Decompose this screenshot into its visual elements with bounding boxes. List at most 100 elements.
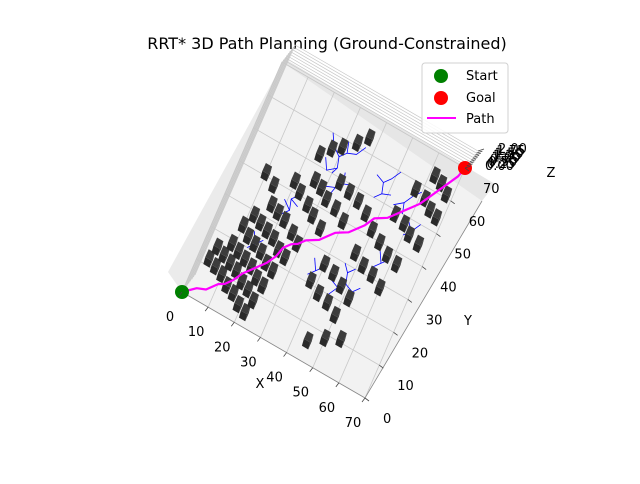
x-tick-label: 40	[266, 371, 283, 386]
obstacle-side	[314, 226, 323, 238]
obstacle-side	[356, 247, 362, 262]
x-tick-mark	[178, 291, 183, 297]
obstacle-side	[341, 280, 348, 295]
obstacle-side	[320, 222, 327, 238]
obstacle-top	[263, 221, 274, 233]
obstacle-side	[398, 222, 407, 233]
obstacle-side	[327, 193, 333, 209]
obstacle-side	[403, 233, 412, 244]
obstacle-top	[270, 175, 280, 188]
obstacle-top	[376, 232, 386, 245]
obstacle-side	[221, 283, 230, 295]
obstacle-side	[268, 183, 277, 195]
z-tick-label: 0.25	[487, 157, 516, 172]
y-tick-mark	[407, 299, 413, 303]
x-tick-mark	[230, 322, 235, 327]
legend-goal-label: Goal	[466, 91, 496, 106]
obstacle-top	[234, 241, 245, 254]
grid-line-z	[193, 46, 477, 278]
obstacle-side	[366, 228, 375, 239]
z-tick-label: 2.00	[498, 142, 527, 157]
obstacle-side	[436, 211, 443, 227]
obstacle-side	[343, 190, 352, 201]
obstacle-side	[321, 300, 330, 312]
obstacle-top	[228, 233, 239, 246]
y-tick-mark	[393, 331, 398, 336]
obstacle-side	[263, 279, 269, 295]
obstacle-side	[326, 147, 335, 158]
obstacle-side	[224, 249, 230, 264]
x-tick-mark	[335, 382, 340, 388]
obstacle-side	[380, 281, 386, 297]
obstacle-side	[266, 269, 276, 280]
obstacle-top	[309, 206, 319, 218]
obstacle-top	[316, 219, 327, 231]
obstacle-top	[336, 173, 347, 185]
obstacle-side	[289, 179, 298, 190]
obstacle-side	[337, 145, 346, 156]
z-tick-mark	[477, 148, 485, 152]
tree-branch	[290, 198, 298, 208]
obstacles	[203, 128, 453, 350]
obstacle-side	[320, 148, 326, 164]
obstacle-top	[252, 268, 263, 280]
obstacle-top	[259, 276, 269, 288]
x-axis-label: X	[256, 377, 265, 392]
obstacle-top	[368, 220, 379, 232]
obstacle-side	[266, 202, 275, 214]
obstacle-side	[217, 241, 224, 256]
obstacle-side	[232, 237, 239, 253]
grid-line-x	[286, 122, 387, 353]
obstacle-top	[256, 213, 267, 225]
obstacle-side	[374, 240, 383, 252]
z-tick-label: 0.75	[490, 153, 519, 168]
obstacle-top	[432, 208, 443, 220]
tree-branch	[326, 185, 336, 188]
obstacle-top	[251, 234, 261, 246]
obstacle-side	[249, 242, 258, 253]
obstacle-side	[260, 170, 269, 182]
obstacle-side	[235, 280, 245, 291]
obstacle-side	[245, 253, 251, 268]
obstacle-side	[211, 245, 220, 256]
grid-line-z	[188, 53, 472, 284]
obstacle-top	[322, 189, 333, 202]
obstacle-side	[328, 296, 334, 312]
obstacle-top	[331, 199, 342, 211]
obstacle-side	[410, 187, 419, 199]
grid-line-z	[184, 57, 469, 288]
legend-path-label: Path	[466, 112, 495, 127]
x-tick-label: 0	[166, 310, 174, 325]
obstacle-side	[266, 166, 273, 182]
y-tick-label: 20	[412, 346, 429, 361]
obstacle-side	[216, 272, 225, 284]
tree-branch	[284, 199, 290, 211]
obstacle-top	[359, 256, 370, 268]
obstacle-top	[296, 182, 307, 195]
y-tick-mark	[421, 266, 427, 270]
x-tick-mark	[204, 306, 209, 312]
obstacle-side	[322, 182, 328, 198]
obstacle-side	[279, 255, 288, 267]
obstacle-side	[357, 264, 366, 275]
obstacle-side	[329, 206, 339, 218]
obstacle-side	[363, 259, 370, 275]
obstacle-side	[227, 279, 233, 295]
obstacle-top	[392, 254, 403, 267]
obstacle-top	[213, 237, 224, 249]
obstacle-top	[281, 247, 291, 260]
obstacle-side	[396, 258, 403, 274]
tree-branch	[379, 250, 382, 264]
obstacle-side	[409, 228, 416, 244]
obstacle-side	[387, 249, 394, 264]
obstacle-side	[335, 309, 341, 325]
obstacle-side	[315, 174, 322, 190]
tree-branch	[344, 263, 348, 273]
obstacle-side	[370, 131, 376, 147]
obstacle-top	[351, 243, 362, 255]
obstacle-side	[285, 214, 291, 230]
obstacle-side	[243, 219, 250, 234]
obstacle-side	[343, 141, 349, 156]
obstacle-side	[314, 152, 323, 164]
z-tick-mark	[471, 157, 478, 160]
